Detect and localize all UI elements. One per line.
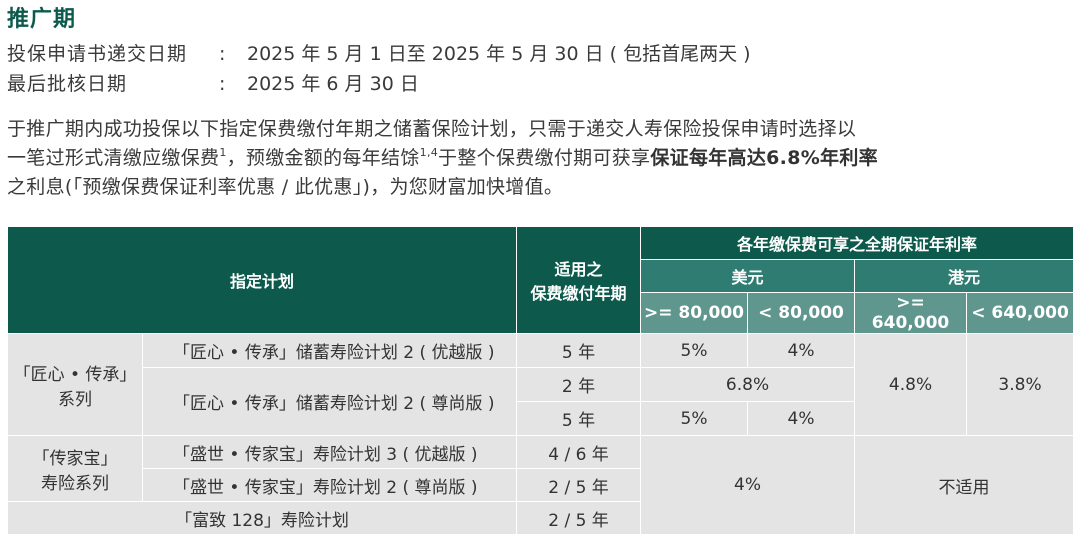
series-cell: 「匠心 • 传承」 系列 — [7, 333, 143, 436]
header-hkd-low: < 640,000 — [966, 292, 1075, 334]
description-line-2: 一笔过形式清缴应缴保费1，预缴金额的每年结馀1,4于整个保费缴付期可获享保证每年… — [7, 144, 1077, 173]
table-row: 5 年 5% 4% — [8, 401, 1074, 436]
plan-name: 「盛世 • 传家宝」寿险计划 2 ( 尊尚版 ) — [141, 468, 518, 502]
info-value: 2025 年 6 月 30 日 — [247, 73, 419, 95]
section-title: 推广期 — [7, 7, 77, 32]
hkd-high-rate: 4.8% — [854, 333, 968, 436]
usd-low-rate: 4% — [747, 401, 856, 436]
description-text: ，预缴金额的每年结馀 — [226, 147, 420, 169]
header-term-line-2: 保费缴付年期 — [530, 284, 627, 303]
info-separator: : — [219, 73, 226, 95]
usd-high-rate: 5% — [640, 401, 749, 436]
payment-term: 5 年 — [516, 333, 642, 368]
header-usd-low: < 80,000 — [747, 292, 856, 334]
usd-low-rate: 4% — [747, 333, 856, 368]
table-row: 「匠心 • 传承」 系列 「匠心 • 传承」储蓄寿险计划 2 ( 优越版 ) 5… — [7, 333, 1075, 436]
series-name-line-2: 系列 — [58, 389, 92, 410]
table-row: 「传家宝」 寿险系列 「盛世 • 传家宝」寿险计划 3 ( 优越版 ) 4 / … — [7, 435, 1075, 535]
series-name-line-2: 寿险系列 — [41, 473, 109, 494]
info-label: 投保申请书递交日期 — [7, 43, 188, 65]
offer-description: 于推广期内成功投保以下指定保费缴付年期之储蓄保险计划，只需于递交人寿保险投保申请… — [7, 115, 1077, 202]
plan-name: 「富致 128」寿险计划 — [6, 501, 518, 535]
hkd-low-rate: 3.8% — [966, 333, 1075, 436]
plan-name: 「匠心 • 传承」储蓄寿险计划 2 ( 优越版 ) — [141, 333, 518, 368]
series-name-line-1: 「匠心 • 传承」 — [13, 364, 137, 385]
series-cell: 「传家宝」 寿险系列 — [7, 435, 143, 502]
info-row-submission-date: 投保申请书递交日期:2025 年 5 月 1 日至 2025 年 5 月 30 … — [7, 41, 751, 67]
header-rate-group: 各年缴保费可享之全期保证年利率 — [640, 226, 1075, 260]
info-separator: : — [219, 43, 226, 65]
header-payment-term: 适用之 保费缴付年期 — [516, 226, 642, 334]
table-row: 「富致 128」寿险计划 2 / 5 年 — [6, 501, 1074, 535]
description-line-1: 于推广期内成功投保以下指定保费缴付年期之储蓄保险计划，只需于递交人寿保险投保申请… — [7, 118, 857, 140]
usd-high-rate: 5% — [640, 333, 749, 368]
payment-term: 2 年 — [516, 367, 642, 402]
info-value: 2025 年 5 月 1 日至 2025 年 5 月 30 日 ( 包括首尾两天… — [247, 43, 751, 65]
rates-table: 指定计划 适用之 保费缴付年期 各年缴保费可享之全期保证年利率 美元 港元 >=… — [6, 226, 1075, 535]
hkd-rate: 不适用 — [854, 435, 1075, 535]
description-text: 于整个保费缴付期可获享 — [438, 147, 651, 169]
header-plan: 指定计划 — [6, 226, 518, 334]
payment-term: 5 年 — [516, 401, 642, 436]
plan-name: 「匠心 • 传承」储蓄寿险计划 2 ( 尊尚版 ) — [141, 367, 518, 436]
header-usd-high: >= 80,000 — [640, 292, 749, 334]
header-term-line-1: 适用之 — [554, 260, 603, 279]
table-row: 「匠心 • 传承」储蓄寿险计划 2 ( 尊尚版 ) 2 年 6.8% — [8, 367, 1074, 436]
series-name-line-1: 「传家宝」 — [32, 448, 118, 469]
description-line-3: 之利息(「预缴保费保证利率优惠 / 此优惠」)，为您财富加快增值。 — [7, 176, 564, 198]
header-hkd-high: >= 640,000 — [854, 292, 968, 334]
usd-rate: 6.8% — [640, 367, 856, 402]
plan-name: 「盛世 • 传家宝」寿险计划 3 ( 优越版 ) — [141, 435, 518, 469]
table-row: 「盛世 • 传家宝」寿险计划 2 ( 尊尚版 ) 2 / 5 年 — [8, 468, 1074, 502]
header-usd: 美元 — [640, 259, 856, 293]
info-label: 最后批核日期 — [7, 73, 128, 95]
footnote-ref: 1 — [219, 146, 227, 159]
usd-rate: 4% — [640, 435, 856, 535]
info-row-approval-date: 最后批核日期:2025 年 6 月 30 日 — [7, 71, 419, 97]
highlight-rate-text: 保证每年高达6.8%年利率 — [650, 147, 878, 169]
payment-term: 4 / 6 年 — [516, 435, 642, 469]
header-hkd: 港元 — [854, 259, 1075, 293]
payment-term: 2 / 5 年 — [516, 501, 642, 535]
footnote-ref: 1,4 — [419, 146, 439, 159]
payment-term: 2 / 5 年 — [516, 468, 642, 502]
description-text: 一笔过形式清缴应缴保费 — [7, 147, 220, 169]
